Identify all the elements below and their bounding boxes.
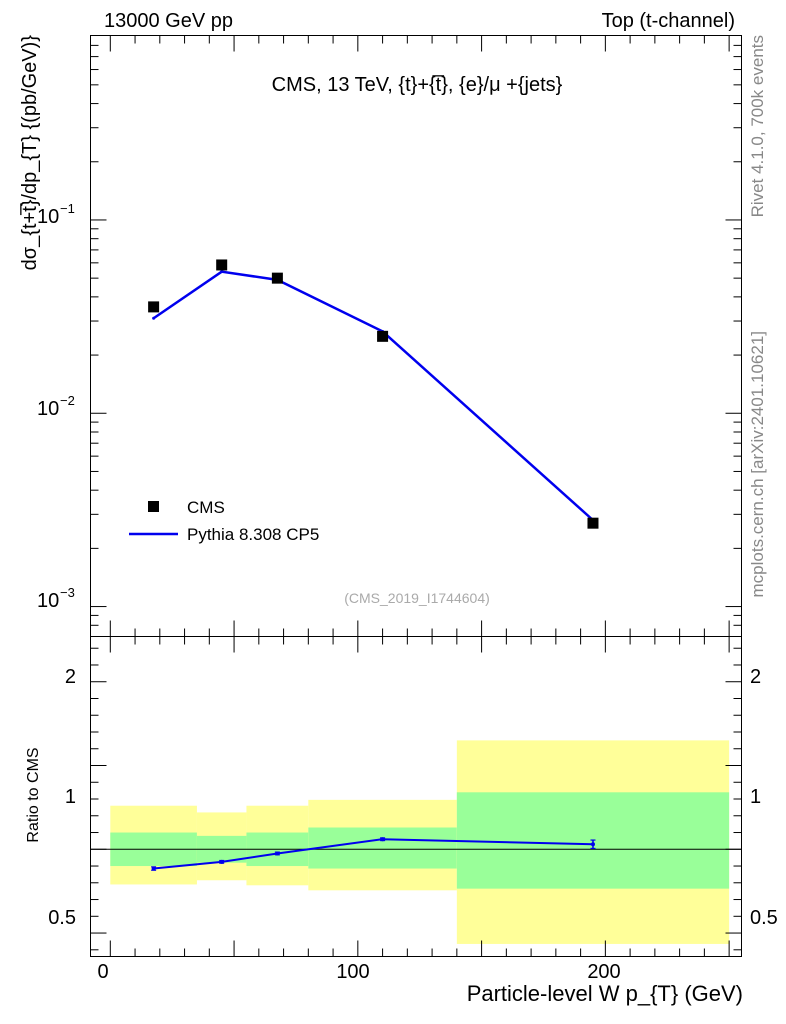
plot-title: CMS, 13 TeV, {t}+{t̅}, {e}/μ +{jets} (272, 74, 563, 96)
ratio-y-tick-label-2: 2 (65, 666, 76, 688)
main-axis-ticks (90, 35, 742, 637)
svg-text:10: 10 (37, 590, 59, 612)
svg-text:10: 10 (37, 206, 59, 228)
legend: CMS Pythia 8.308 CP5 (129, 498, 319, 544)
x-tick-label-100: 100 (336, 961, 369, 983)
x-axis-label: Particle-level W p_{T} (GeV) (467, 981, 743, 1006)
header-process-label: Top (t-channel) (602, 10, 735, 32)
y-tick-label-2: 10 −3 (37, 585, 75, 612)
ratio-y-tick-label-1-right: 1 (750, 786, 761, 808)
stat-uncertainty-band (308, 827, 457, 869)
pythia-ratio-point (590, 842, 595, 847)
mcplots-source-label: mcplots.cern.ch [arXiv:2401.10621] (748, 331, 767, 597)
ratio-y-tick-label-0: 0.5 (48, 907, 76, 929)
legend-cms-marker (148, 501, 159, 512)
svg-text:−1: −1 (60, 201, 75, 216)
cms-data-point (587, 517, 599, 529)
y-tick-label-0: 10 −1 (37, 201, 75, 228)
cms-data-point (271, 272, 283, 284)
x-axis-ticks (109, 35, 730, 957)
ratio-y-tick-label-1: 1 (65, 786, 76, 808)
cms-data-series (148, 259, 599, 529)
pythia-line (152, 270, 594, 522)
header-energy-label: 13000 GeV pp (104, 10, 233, 32)
y-tick-label-1: 10 −2 (37, 393, 75, 420)
x-tick-label-200: 200 (587, 961, 620, 983)
rivet-version-label: Rivet 4.1.0, 700k events (748, 35, 767, 217)
legend-pythia-label: Pythia 8.308 CP5 (187, 525, 319, 544)
ratio-y-axis-label: Ratio to CMS (25, 747, 42, 842)
pythia-ratio-point (219, 859, 224, 864)
svg-text:−3: −3 (60, 585, 75, 600)
ratio-y-tick-label-0-right: 0.5 (750, 907, 778, 929)
pythia-ratio-point (380, 837, 385, 842)
svg-text:10: 10 (37, 398, 59, 420)
pythia-main-series (152, 270, 595, 522)
ratio-plot-frame (90, 636, 742, 957)
cms-data-point (216, 259, 228, 271)
pythia-ratio-point (275, 851, 280, 856)
pythia-point (152, 316, 156, 320)
pythia-ratio-series (151, 837, 596, 871)
cms-data-point (377, 330, 389, 342)
x-tick-label-0: 0 (97, 961, 108, 983)
cms-data-point (148, 301, 160, 313)
main-plot-frame (90, 35, 742, 637)
analysis-watermark: (CMS_2019_I1744604) (344, 590, 490, 606)
svg-text:−2: −2 (60, 393, 75, 408)
ratio-axis-ticks (90, 647, 742, 951)
ratio-y-tick-label-2-right: 2 (750, 666, 761, 688)
legend-cms-label: CMS (187, 498, 225, 517)
pythia-point (220, 270, 224, 274)
ratio-uncertainty-bands (110, 740, 730, 944)
pythia-ratio-point (151, 866, 156, 871)
y-axis-label: dσ_{t+t̅}/dp_{T} {(pb/GeV)} (19, 35, 41, 271)
